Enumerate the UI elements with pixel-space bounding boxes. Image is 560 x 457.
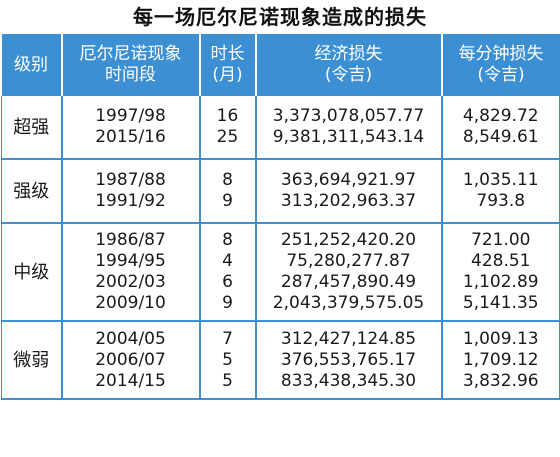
header-loss-line1: 经济损失 bbox=[314, 44, 383, 64]
header-perminute-line2: (令吉) bbox=[477, 65, 525, 85]
loss-value: 287,457,890.49 bbox=[280, 272, 417, 292]
period-value: 2006/07 bbox=[95, 349, 166, 370]
header-months-line2: (月) bbox=[212, 65, 243, 85]
perminute-cell: 721.00 428.51 1,102.89 5,141.35 bbox=[441, 223, 560, 322]
perminute-value: 3,832.96 bbox=[462, 370, 539, 391]
period-value: 2002/03 bbox=[95, 272, 166, 292]
period-value: 2004/05 bbox=[95, 328, 166, 349]
header-loss-line2: (令吉) bbox=[324, 65, 373, 85]
loss-value: 75,280,277.87 bbox=[286, 251, 411, 271]
months-value: 16 bbox=[216, 106, 239, 126]
table-header-row: 级别 厄尔尼诺现象 时间段 时长 (月) 经济损失 (令吉) 每分钟损失 (令吉… bbox=[1, 34, 560, 96]
perminute-value: 1,709.12 bbox=[462, 349, 539, 370]
period-value: 2009/10 bbox=[95, 293, 166, 313]
months-value: 9 bbox=[222, 191, 233, 211]
header-loss: 经济损失 (令吉) bbox=[255, 34, 443, 96]
table-body: 超强 1997/98 2015/16 16 25 3,373,078,057.77 9,38… bbox=[1, 96, 560, 400]
header-period: 厄尔尼诺现象 时间段 bbox=[61, 34, 201, 96]
loss-cell: 312,427,124.85 376,553,765.17 833,438,345.… bbox=[255, 321, 443, 400]
period-value: 1991/92 bbox=[95, 191, 166, 211]
loss-value: 312,427,124.85 bbox=[280, 328, 417, 349]
loss-value: 833,438,345.30 bbox=[280, 370, 417, 391]
table-row-group: 强级 1987/88 1991/92 8 9 363,694,921.97 313,202,… bbox=[1, 159, 560, 224]
header-months-line1: 时长 bbox=[210, 44, 245, 64]
perminute-value: 1,102.89 bbox=[462, 272, 539, 292]
header-months: 时长 (月) bbox=[199, 34, 257, 96]
table-row-group: 超强 1997/98 2015/16 16 25 3,373,078,057.77 9,38… bbox=[1, 96, 560, 160]
table-row-group: 微弱 2004/05 2006/07 2014/15 7 5 5 312,427,124.85… bbox=[1, 321, 560, 400]
header-period-line2: 时间段 bbox=[105, 65, 156, 85]
period-cell: 1987/88 1991/92 bbox=[61, 159, 201, 224]
header-perminute: 每分钟损失 (令吉) bbox=[441, 34, 560, 96]
loss-value: 3,373,078,057.77 bbox=[272, 106, 425, 126]
perminute-value: 5,141.35 bbox=[462, 293, 539, 313]
header-level: 级别 bbox=[1, 34, 63, 96]
period-value: 2014/15 bbox=[95, 370, 166, 391]
months-value: 8 bbox=[222, 230, 233, 250]
period-value: 1987/88 bbox=[95, 170, 166, 190]
level-cell: 微弱 bbox=[1, 321, 63, 400]
header-period-line1: 厄尔尼诺现象 bbox=[79, 44, 182, 64]
loss-value: 376,553,765.17 bbox=[280, 349, 417, 370]
perminute-cell: 1,035.11 793.8 bbox=[441, 159, 560, 224]
header-perminute-line1: 每分钟损失 bbox=[458, 44, 544, 64]
level-cell: 强级 bbox=[1, 159, 63, 224]
period-value: 2015/16 bbox=[95, 127, 166, 147]
perminute-cell: 4,829.72 8,549.61 bbox=[441, 96, 560, 160]
months-value: 25 bbox=[216, 127, 239, 147]
period-cell: 1986/87 1994/95 2002/03 2009/10 bbox=[61, 223, 201, 322]
perminute-value: 1,009.13 bbox=[462, 328, 539, 349]
header-level-label: 级别 bbox=[14, 54, 48, 75]
perminute-value: 721.00 bbox=[471, 230, 531, 250]
period-cell: 2004/05 2006/07 2014/15 bbox=[61, 321, 201, 400]
period-value: 1994/95 bbox=[95, 251, 166, 271]
perminute-value: 8,549.61 bbox=[462, 127, 539, 147]
period-cell: 1997/98 2015/16 bbox=[61, 96, 201, 160]
page-title: 每一场厄尔尼诺现象造成的损失 bbox=[133, 5, 427, 29]
loss-value: 2,043,379,575.05 bbox=[272, 293, 425, 313]
level-cell: 超强 bbox=[1, 96, 63, 160]
perminute-value: 4,829.72 bbox=[462, 106, 539, 126]
months-value: 5 bbox=[222, 349, 233, 370]
period-value: 1997/98 bbox=[95, 106, 166, 126]
months-value: 9 bbox=[222, 293, 233, 313]
el-nino-loss-table: 级别 厄尔尼诺现象 时间段 时长 (月) 经济损失 (令吉) 每分钟损失 (令吉… bbox=[1, 34, 560, 400]
months-value: 6 bbox=[222, 272, 233, 292]
perminute-cell: 1,009.13 1,709.12 3,832.96 bbox=[441, 321, 560, 400]
months-value: 8 bbox=[222, 170, 233, 190]
loss-cell: 363,694,921.97 313,202,963.37 bbox=[255, 159, 443, 224]
months-cell: 16 25 bbox=[199, 96, 257, 160]
loss-value: 313,202,963.37 bbox=[280, 191, 417, 211]
loss-value: 363,694,921.97 bbox=[280, 170, 417, 190]
loss-value: 9,381,311,543.14 bbox=[272, 127, 425, 147]
level-cell: 中级 bbox=[1, 223, 63, 322]
months-value: 7 bbox=[222, 328, 233, 349]
perminute-value: 1,035.11 bbox=[462, 170, 539, 190]
months-value: 4 bbox=[222, 251, 233, 271]
months-value: 5 bbox=[222, 370, 233, 391]
loss-value: 251,252,420.20 bbox=[280, 230, 417, 250]
period-value: 1986/87 bbox=[95, 230, 166, 250]
perminute-value: 428.51 bbox=[471, 251, 531, 271]
perminute-value: 793.8 bbox=[476, 191, 526, 211]
loss-cell: 3,373,078,057.77 9,381,311,543.14 bbox=[255, 96, 443, 160]
loss-cell: 251,252,420.20 75,280,277.87 287,457,890.4… bbox=[255, 223, 443, 322]
table-row-group: 中级 1986/87 1994/95 2002/03 2009/10 8 4 6 9 251,25… bbox=[1, 223, 560, 322]
